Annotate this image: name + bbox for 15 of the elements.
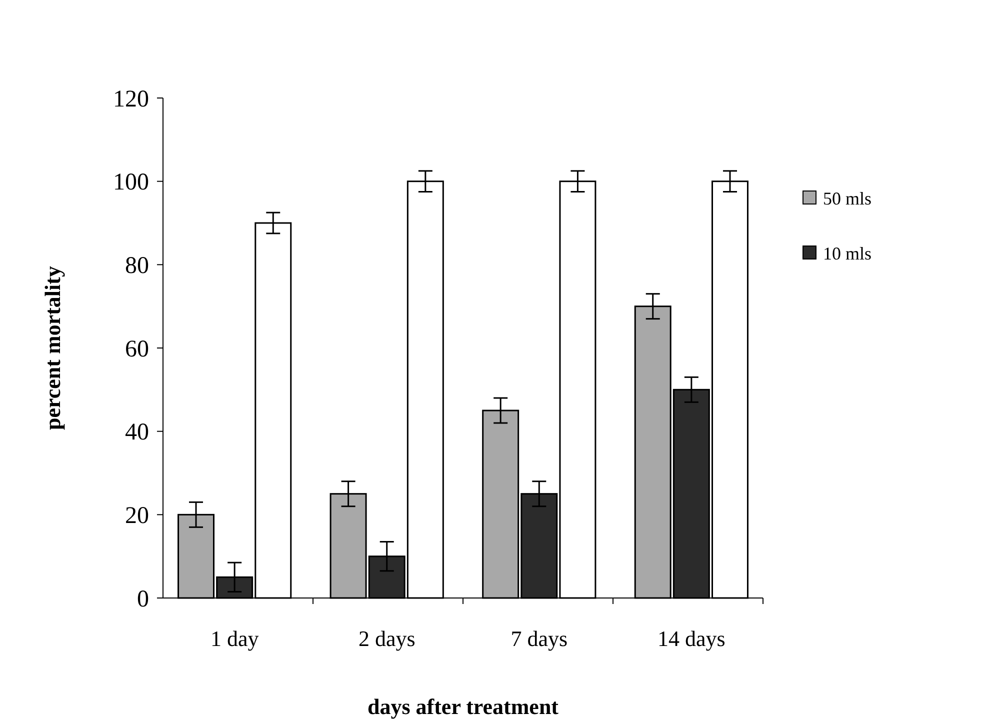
y-axis-title: percent mortality	[40, 266, 65, 430]
y-tick-label: 80	[125, 253, 149, 280]
y-tick-label: 100	[113, 170, 149, 196]
y-tick-label: 60	[125, 336, 149, 362]
x-axis-title: days after treatment	[367, 694, 560, 719]
legend-label: 10 mls	[823, 243, 872, 264]
x-tick-label: 1 day	[210, 626, 259, 651]
y-tick-label: 120	[113, 86, 149, 112]
y-tick-label: 40	[125, 420, 149, 446]
x-tick-label: 2 days	[358, 626, 416, 651]
x-tick-label: 14 days	[658, 626, 726, 651]
legend-label: 50 mls	[823, 188, 872, 208]
x-tick-label: 7 days	[510, 626, 568, 651]
y-tick-label: 0	[137, 586, 149, 612]
y-tick-label: 20	[125, 503, 149, 530]
